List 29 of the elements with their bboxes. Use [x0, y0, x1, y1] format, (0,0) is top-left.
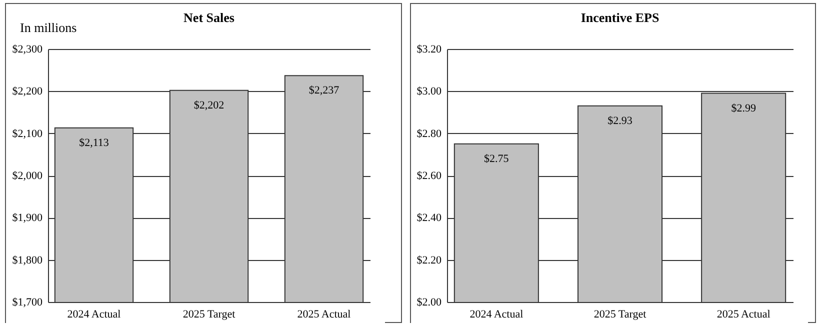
data-label: $2.75	[484, 152, 510, 165]
x-tick-label: 2025 Actual	[297, 308, 351, 320]
y-tick-label: $3.00	[416, 86, 442, 98]
y-tick-label: $2,100	[12, 128, 43, 140]
y-tick-label: $1,900	[12, 212, 43, 224]
y-tick-label: $2.80	[416, 128, 442, 140]
chart-title: Incentive EPS	[580, 10, 660, 25]
y-tick-label: $2.60	[416, 170, 442, 182]
data-label: $2.93	[608, 114, 633, 127]
y-tick-label: $1,800	[12, 254, 43, 266]
y-tick-label: $2,200	[12, 86, 43, 98]
data-label: $2.99	[731, 102, 756, 114]
chart-title: Net Sales	[184, 10, 234, 25]
data-label: $2,202	[194, 99, 224, 112]
y-tick-label: $2,000	[12, 170, 43, 182]
x-tick-label: 2025 Target	[594, 308, 646, 320]
y-tick-label: $2.40	[416, 212, 442, 224]
x-tick-label: 2024 Actual	[470, 308, 524, 320]
x-tick-label: 2025 Target	[182, 308, 236, 320]
text: In millions	[20, 20, 77, 36]
data-label: $2,113	[79, 136, 110, 149]
x-tick-label: 2024 Actual	[67, 308, 121, 320]
y-tick-label: $2,300	[12, 44, 43, 56]
y-tick-label: $3.20	[416, 44, 442, 56]
y-tick-label: $2.20	[416, 254, 442, 266]
x-tick-label: 2025 Actual	[716, 308, 770, 320]
data-label: $2,237	[308, 84, 340, 97]
y-tick-label: $2.00	[416, 296, 442, 308]
y-tick-label: $1,700	[12, 296, 43, 308]
